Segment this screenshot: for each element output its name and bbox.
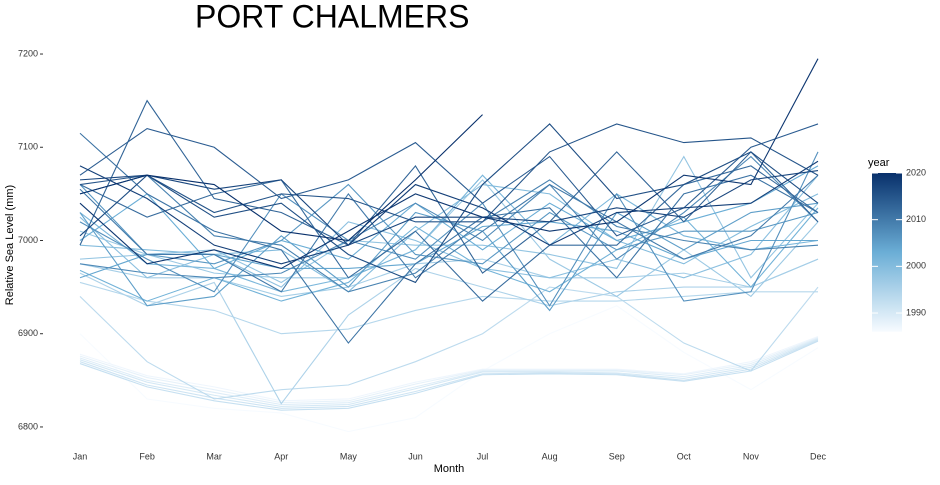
x-tick-label: Jul — [477, 451, 489, 461]
colorbar — [872, 173, 902, 332]
series-line — [79, 258, 819, 297]
y-tick-label: 7200 — [18, 48, 38, 58]
x-tick-label: Sep — [609, 451, 625, 461]
legend-title: year — [868, 157, 890, 169]
series-line — [79, 281, 818, 335]
series-line — [79, 132, 819, 344]
x-tick-label: Jan — [73, 451, 88, 461]
x-tick-label: Jun — [408, 451, 423, 461]
y-tick-label: 6800 — [18, 421, 38, 431]
x-tick-label: Mar — [206, 451, 222, 461]
series-line — [79, 174, 819, 293]
series-line — [79, 183, 819, 293]
series-line — [79, 174, 819, 293]
series-line — [79, 305, 819, 433]
x-tick-label: Feb — [139, 451, 155, 461]
series-line — [79, 337, 819, 406]
x-tick-label: Apr — [274, 451, 288, 461]
chart-title: PORT CHALMERS — [195, 0, 469, 34]
colorbar-label: 2010 — [906, 214, 926, 224]
y-tick-label: 7100 — [18, 142, 38, 152]
series-line — [79, 123, 819, 284]
series-line — [79, 160, 819, 265]
x-axis-label: Month — [434, 463, 465, 475]
x-tick-label: Dec — [810, 451, 827, 461]
series-line — [79, 174, 819, 293]
colorbar-label: 2000 — [906, 261, 926, 271]
x-tick-label: Oct — [677, 451, 692, 461]
series-line — [79, 170, 819, 246]
series-line — [79, 336, 819, 402]
series-line — [79, 99, 819, 274]
x-tick-label: May — [340, 451, 358, 461]
series-line — [79, 286, 819, 400]
series-line — [79, 340, 819, 411]
colorbar-label: 2020 — [906, 167, 926, 177]
series-line — [79, 183, 819, 265]
x-tick-label: Nov — [743, 451, 760, 461]
y-tick-label: 6900 — [18, 328, 38, 338]
x-tick-label: Aug — [542, 451, 558, 461]
series-line — [79, 123, 819, 223]
series-line — [79, 165, 819, 302]
y-axis-label: Relative Sea Level (mm) — [4, 185, 16, 305]
series-line — [79, 114, 483, 242]
series-line — [79, 336, 819, 404]
y-tick-label: 7000 — [18, 235, 38, 245]
colorbar-label: 1990 — [906, 307, 926, 317]
series-line — [79, 151, 819, 307]
series-line — [79, 339, 819, 409]
series-line — [79, 165, 819, 270]
series-line — [79, 123, 819, 237]
series-line — [79, 58, 819, 270]
